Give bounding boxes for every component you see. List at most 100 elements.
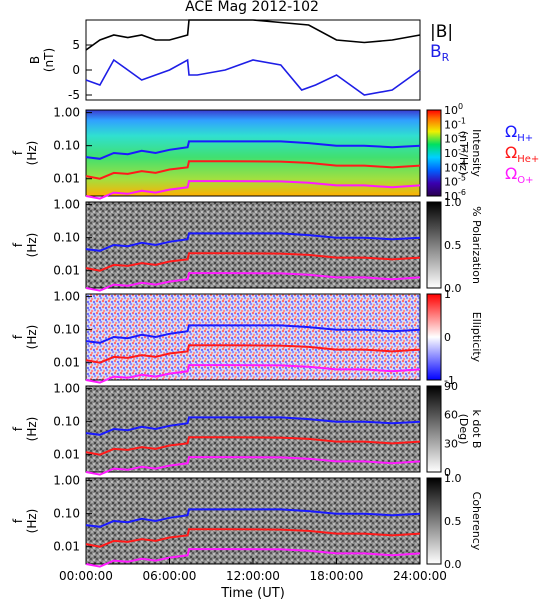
gyro-legend: ΩH+ΩHe+ΩO+ bbox=[505, 122, 539, 186]
kdotb-ytick-label: 0.10 bbox=[53, 415, 80, 429]
kdotb-colorbar-label-text: k dot B(Deg) bbox=[457, 410, 483, 449]
intensity-ytick-label: 1.00 bbox=[53, 106, 80, 120]
plot-layer bbox=[85, 19, 421, 568]
kdotb-colorbar-tick: 90 bbox=[444, 380, 458, 393]
x-axis-ticks: 00:00:00 06:00:00 12:00:00 18:00:00 24:00:00 bbox=[59, 558, 447, 583]
intensity-colorbar-tick: 10-3 bbox=[444, 145, 466, 160]
polarization-ytick-label: 0.10 bbox=[53, 231, 80, 245]
polarization-gyro-2 bbox=[85, 272, 421, 292]
polarization-colorbar-label-text: % Polarization bbox=[470, 206, 483, 284]
coherency-ytick-label: 0.10 bbox=[53, 507, 80, 521]
coherency-colorbar-label: Coherency bbox=[470, 492, 483, 551]
b-legend-br: BR bbox=[430, 42, 450, 64]
gyro-legend-item: ΩO+ bbox=[505, 164, 533, 186]
kdotb-colorbar-tick: 60 bbox=[444, 409, 458, 422]
intensity-gyro-0 bbox=[85, 140, 421, 160]
kdotb-colorbar bbox=[426, 385, 442, 473]
ellipticity-colorbar-label-text: Ellipticity bbox=[470, 312, 483, 363]
intensity-colorbar-tick: 10-5 bbox=[444, 174, 466, 189]
b-ytick-label: -5 bbox=[68, 88, 80, 102]
ellipticity-gyro-2 bbox=[85, 364, 421, 384]
kdotb-gyro-1 bbox=[85, 436, 421, 456]
kdotb-gyro-2 bbox=[85, 456, 421, 476]
polarization-colorbar-tick: 0.0 bbox=[444, 282, 462, 295]
ellipticity-ytick-label: 0.01 bbox=[53, 356, 80, 370]
kdotb-ylabel: f(Hz) bbox=[11, 417, 39, 442]
ellipticity-ylabel-text: f(Hz) bbox=[11, 325, 39, 350]
b-ytick-label: 0 bbox=[72, 63, 80, 77]
coherency-ytick-label: 0.01 bbox=[53, 540, 80, 554]
x-tick-label: 00:00:00 bbox=[59, 569, 113, 583]
polarization-colorbar bbox=[426, 201, 442, 289]
polarization-ylabel-text: f(Hz) bbox=[11, 233, 39, 258]
ellipticity-gyro-0 bbox=[85, 324, 421, 344]
ellipticity-ylabel: f(Hz) bbox=[11, 325, 39, 350]
polarization-gyro-1 bbox=[85, 252, 421, 272]
kdotb-ytick-label: 1.00 bbox=[53, 382, 80, 396]
b-series-br bbox=[85, 58, 421, 96]
b-series-total bbox=[85, 19, 421, 51]
ellipticity-colorbar bbox=[426, 293, 442, 381]
intensity-ylabel: f(Hz) bbox=[11, 141, 39, 166]
gyro-legend-item: ΩHe+ bbox=[505, 143, 539, 165]
x-tick-label: 18:00:00 bbox=[310, 569, 364, 583]
polarization-colorbar-tick: 1.0 bbox=[444, 196, 462, 209]
svg-text:B(nT): B(nT) bbox=[28, 48, 56, 72]
coherency-gyro-0 bbox=[85, 508, 421, 528]
intensity-gyro-2 bbox=[85, 180, 421, 200]
coherency-ytick-label: 1.00 bbox=[53, 474, 80, 488]
x-tick-label: 06:00:00 bbox=[143, 569, 197, 583]
coherency-colorbar-tick: 1.0 bbox=[444, 472, 462, 485]
coherency-gyro-2 bbox=[85, 548, 421, 568]
coherency-ylabel: f(Hz) bbox=[11, 509, 39, 534]
coherency-colorbar-tick: 0.5 bbox=[444, 515, 462, 528]
intensity-colorbar-tick: 100 bbox=[444, 102, 463, 117]
figure-title: ACE Mag 2012-102 bbox=[185, 0, 319, 15]
intensity-ylabel-text: f(Hz) bbox=[11, 141, 39, 166]
polarization-gyro-0 bbox=[85, 232, 421, 252]
intensity-ytick-label: 0.10 bbox=[53, 139, 80, 153]
ellipticity-gyro-1 bbox=[85, 344, 421, 364]
gyro-legend-item: ΩH+ bbox=[505, 122, 533, 144]
ellipticity-ytick-label: 1.00 bbox=[53, 290, 80, 304]
coherency-ylabel-text: f(Hz) bbox=[11, 509, 39, 534]
intensity-colorbar-label-text: Intensity(nT²/Hz) bbox=[457, 129, 483, 177]
coherency-colorbar bbox=[426, 477, 442, 565]
kdotb-ytick-label: 0.01 bbox=[53, 448, 80, 462]
b-panel-ylabel: B(nT) bbox=[28, 48, 56, 72]
intensity-colorbar-tick: 10-1 bbox=[444, 116, 466, 131]
ellipticity-colorbar-label: Ellipticity bbox=[470, 312, 483, 363]
kdotb-gyro-0 bbox=[85, 416, 421, 436]
coherency-gyro-1 bbox=[85, 528, 421, 548]
polarization-colorbar-tick: 0.5 bbox=[444, 239, 462, 252]
intensity-colorbar-label: Intensity(nT²/Hz) bbox=[457, 129, 483, 177]
polarization-frame bbox=[85, 201, 421, 289]
coherency-colorbar-label-text: Coherency bbox=[470, 492, 483, 551]
intensity-colorbar-tick: 10-4 bbox=[444, 159, 466, 174]
intensity-gyro-1 bbox=[85, 160, 421, 180]
x-tick-label: 12:00:00 bbox=[226, 569, 280, 583]
b-ytick-label: 5 bbox=[72, 38, 80, 52]
kdotb-colorbar-label: k dot B(Deg) bbox=[457, 410, 483, 449]
x-tick-label: 24:00:00 bbox=[393, 569, 447, 583]
intensity-frame bbox=[85, 109, 421, 197]
ellipticity-colorbar-tick: 1 bbox=[444, 288, 451, 301]
polarization-ytick-label: 1.00 bbox=[53, 198, 80, 212]
polarization-ylabel: f(Hz) bbox=[11, 233, 39, 258]
ellipticity-frame bbox=[85, 293, 421, 381]
intensity-colorbar bbox=[426, 109, 442, 197]
x-axis-label: Time (UT) bbox=[220, 586, 285, 600]
kdotb-ylabel-text: f(Hz) bbox=[11, 417, 39, 442]
kdotb-frame bbox=[85, 385, 421, 473]
coherency-colorbar-tick: 0.0 bbox=[444, 558, 462, 571]
b-legend-total: |B| bbox=[430, 22, 453, 42]
ellipticity-ytick-label: 0.10 bbox=[53, 323, 80, 337]
ellipticity-colorbar-tick: 0 bbox=[444, 331, 451, 344]
panels: 50-51.000.100.01f(Hz)10010-110-210-310-4… bbox=[11, 19, 483, 571]
polarization-colorbar-label: % Polarization bbox=[470, 206, 483, 284]
intensity-colorbar-tick: 10-2 bbox=[444, 131, 466, 146]
intensity-ytick-label: 0.01 bbox=[53, 172, 80, 186]
kdotb-colorbar-tick: 0 bbox=[444, 466, 451, 479]
polarization-ytick-label: 0.01 bbox=[53, 264, 80, 278]
